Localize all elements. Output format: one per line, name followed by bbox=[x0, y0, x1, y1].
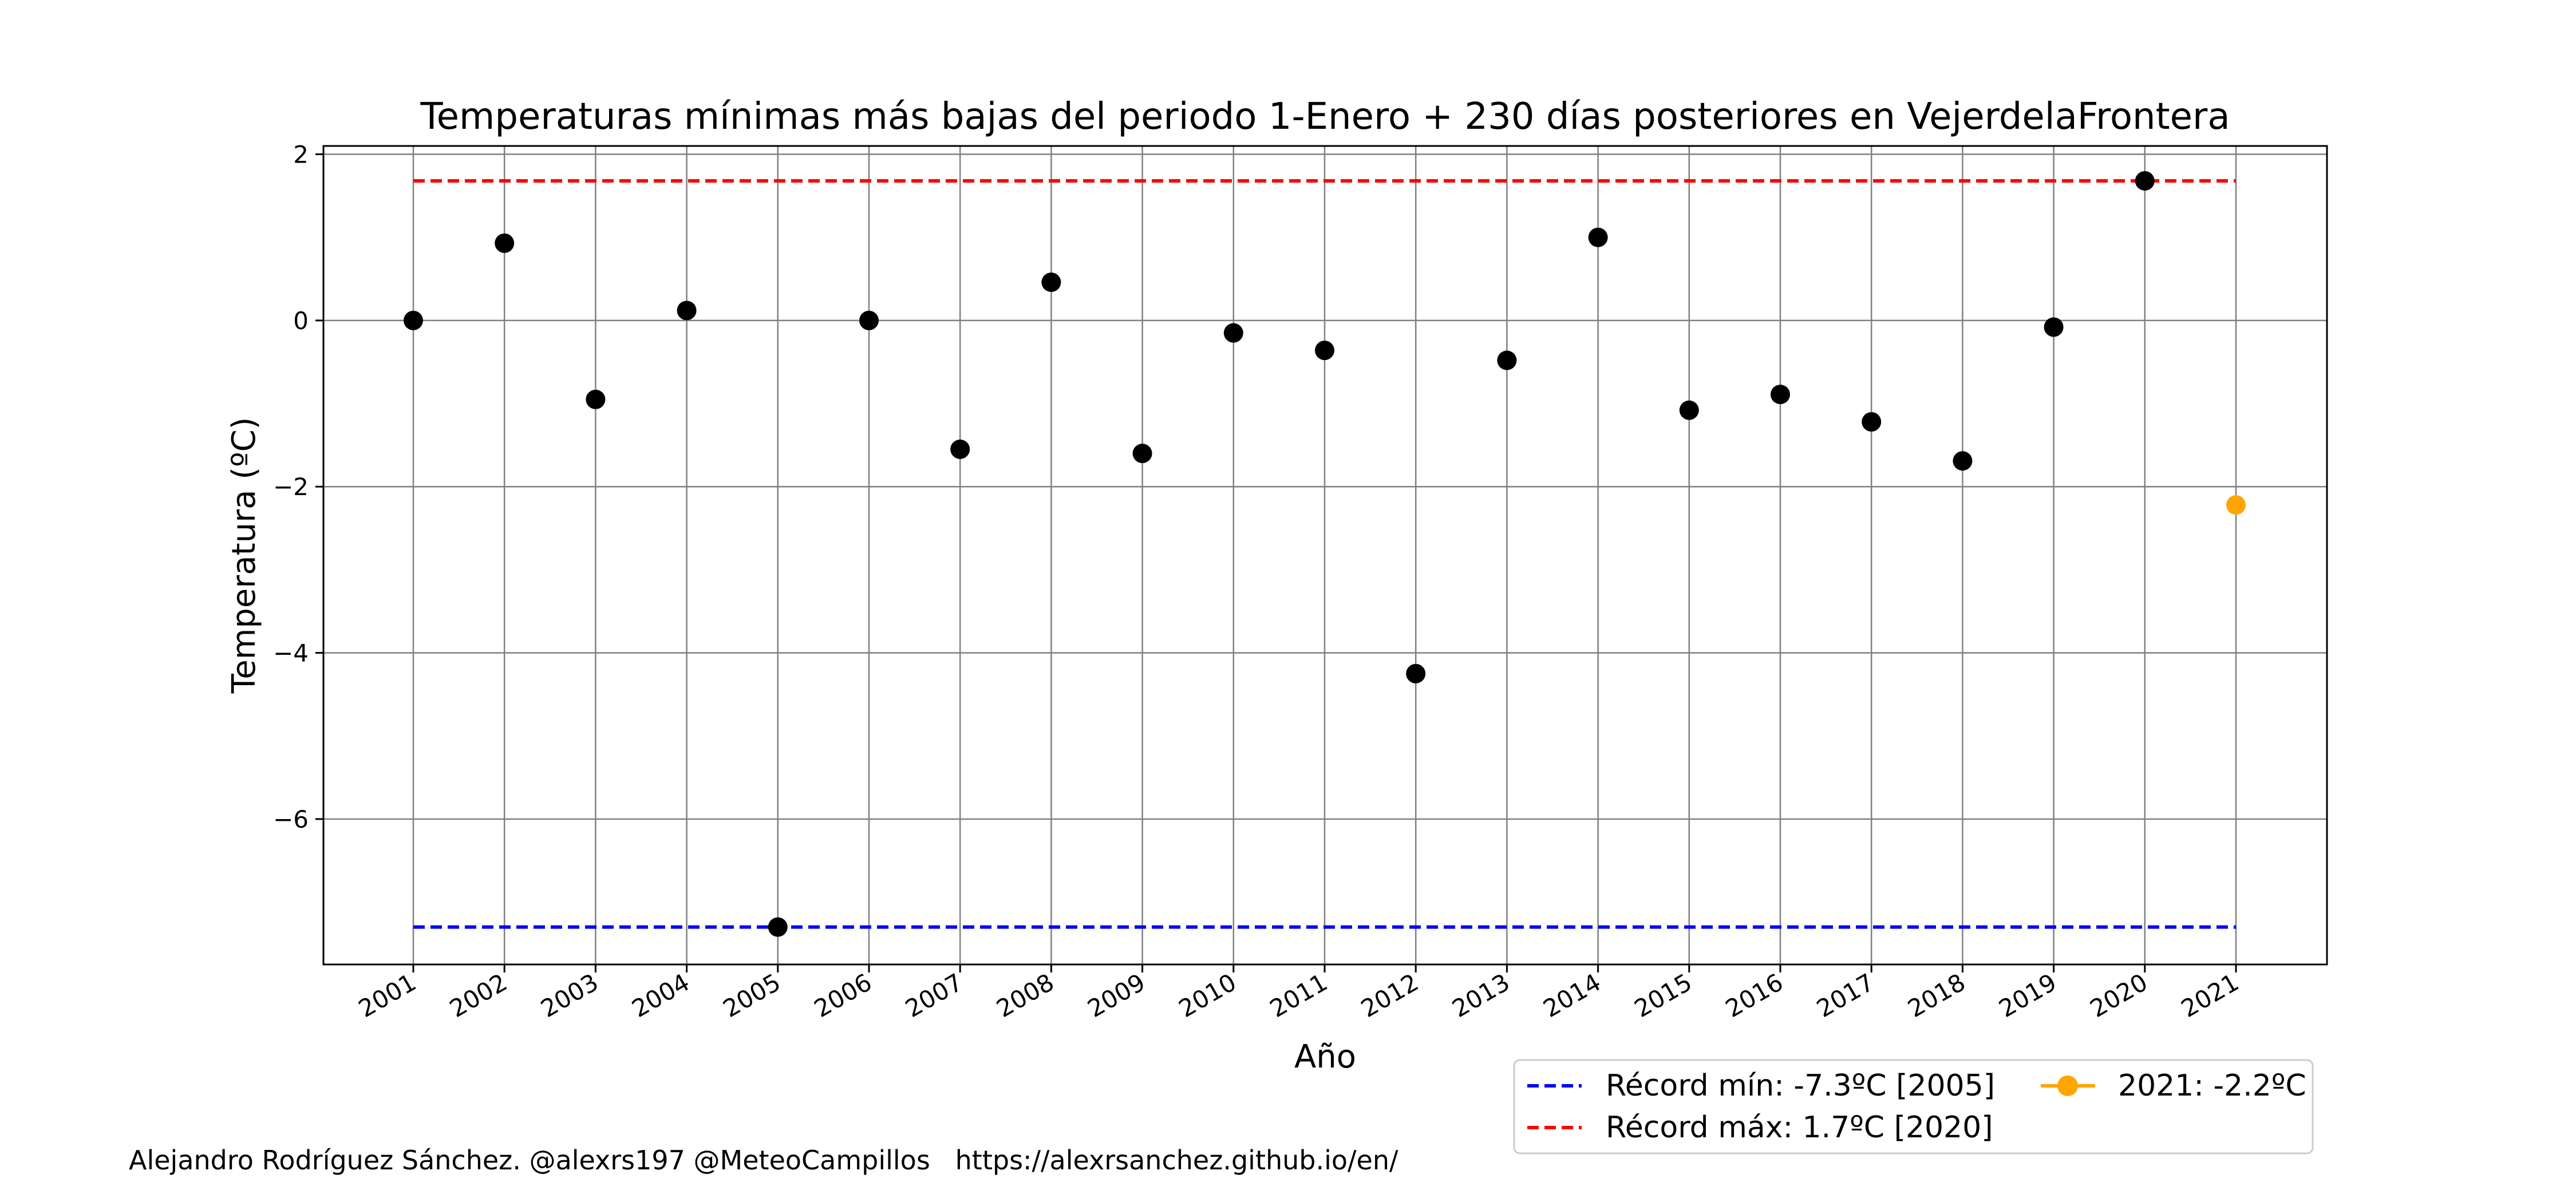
y-tick-label: −4 bbox=[273, 639, 309, 667]
x-tick-label: 2014 bbox=[1539, 968, 1606, 1023]
data-point-2005 bbox=[768, 917, 788, 937]
y-tick-label: 2 bbox=[293, 141, 309, 169]
data-point-2020 bbox=[2135, 171, 2155, 191]
y-axis-label: Temperatura (ºC) bbox=[226, 417, 263, 694]
x-axis-label: Año bbox=[1294, 1038, 1356, 1076]
legend-box bbox=[1513, 1059, 2314, 1154]
y-tick-label: −6 bbox=[273, 805, 309, 833]
x-tick-label: 2004 bbox=[627, 968, 694, 1023]
data-point-2004 bbox=[677, 300, 697, 321]
x-tick-label: 2008 bbox=[991, 968, 1058, 1023]
data-point-2018 bbox=[1953, 451, 1973, 471]
data-point-2021 bbox=[2226, 495, 2246, 515]
y-tick-label: −2 bbox=[273, 473, 309, 501]
legend-label-record-min: Récord mín: -7.3ºC [2005] bbox=[1606, 1069, 1995, 1103]
x-tick-label: 2021 bbox=[2176, 968, 2243, 1023]
data-point-2019 bbox=[2044, 317, 2064, 337]
chart-title: Temperaturas mínimas más bajas del perio… bbox=[420, 96, 2230, 138]
x-tick-label: 2016 bbox=[1721, 968, 1788, 1023]
data-point-2001 bbox=[404, 310, 423, 330]
x-tick-label: 2005 bbox=[718, 968, 785, 1023]
x-tick-label: 2017 bbox=[1812, 968, 1879, 1023]
data-point-2016 bbox=[1771, 385, 1790, 405]
data-point-2011 bbox=[1315, 341, 1334, 361]
data-point-2008 bbox=[1041, 272, 1061, 292]
data-points bbox=[404, 171, 2246, 937]
y-tick-label: 0 bbox=[293, 307, 309, 335]
x-tick-label: 2019 bbox=[1994, 968, 2061, 1023]
data-point-2012 bbox=[1406, 663, 1426, 683]
x-tick-label: 2011 bbox=[1265, 968, 1332, 1023]
legend-label-record-max: Récord máx: 1.7ºC [2020] bbox=[1606, 1110, 1993, 1145]
x-tick-label: 2002 bbox=[445, 968, 512, 1023]
x-tick-label: 2020 bbox=[2085, 968, 2152, 1023]
data-point-2014 bbox=[1588, 227, 1608, 247]
data-point-2013 bbox=[1497, 350, 1517, 370]
x-tick-label: 2006 bbox=[809, 968, 876, 1023]
data-point-2007 bbox=[950, 439, 970, 459]
credit-text: Alejandro Rodríguez Sánchez. @alexrs197 … bbox=[129, 1145, 1398, 1176]
legend-marker-2021 bbox=[2057, 1076, 2078, 1096]
x-tick-label: 2009 bbox=[1083, 968, 1150, 1023]
x-tick-label: 2013 bbox=[1447, 968, 1514, 1023]
x-tick-label: 2012 bbox=[1356, 968, 1423, 1023]
grid bbox=[323, 146, 2327, 964]
data-point-2006 bbox=[859, 310, 879, 330]
y-axis-ticks: 2 0 −2 −4 −6 bbox=[273, 141, 323, 833]
x-tick-label: 2018 bbox=[1903, 968, 1970, 1023]
x-tick-label: 2001 bbox=[354, 968, 421, 1023]
data-point-2003 bbox=[586, 389, 606, 409]
x-tick-label: 2010 bbox=[1174, 968, 1241, 1023]
data-point-2002 bbox=[495, 233, 515, 253]
x-tick-label: 2015 bbox=[1630, 968, 1697, 1023]
data-point-2009 bbox=[1132, 444, 1152, 464]
data-point-2015 bbox=[1679, 400, 1699, 420]
data-point-2017 bbox=[1862, 412, 1882, 432]
legend: Récord mín: -7.3ºC [2005] Récord máx: 1.… bbox=[1513, 1059, 2314, 1154]
legend-label-2021: 2021: -2.2ºC bbox=[2118, 1069, 2306, 1103]
data-point-2010 bbox=[1223, 323, 1243, 343]
x-tick-label: 2003 bbox=[536, 968, 603, 1023]
x-tick-label: 2007 bbox=[900, 968, 967, 1023]
x-axis-ticks: 2001 2002 2003 2004 2005 2006 2007 2008 2009 2010… bbox=[354, 964, 2243, 1023]
reference-lines bbox=[413, 179, 2236, 929]
